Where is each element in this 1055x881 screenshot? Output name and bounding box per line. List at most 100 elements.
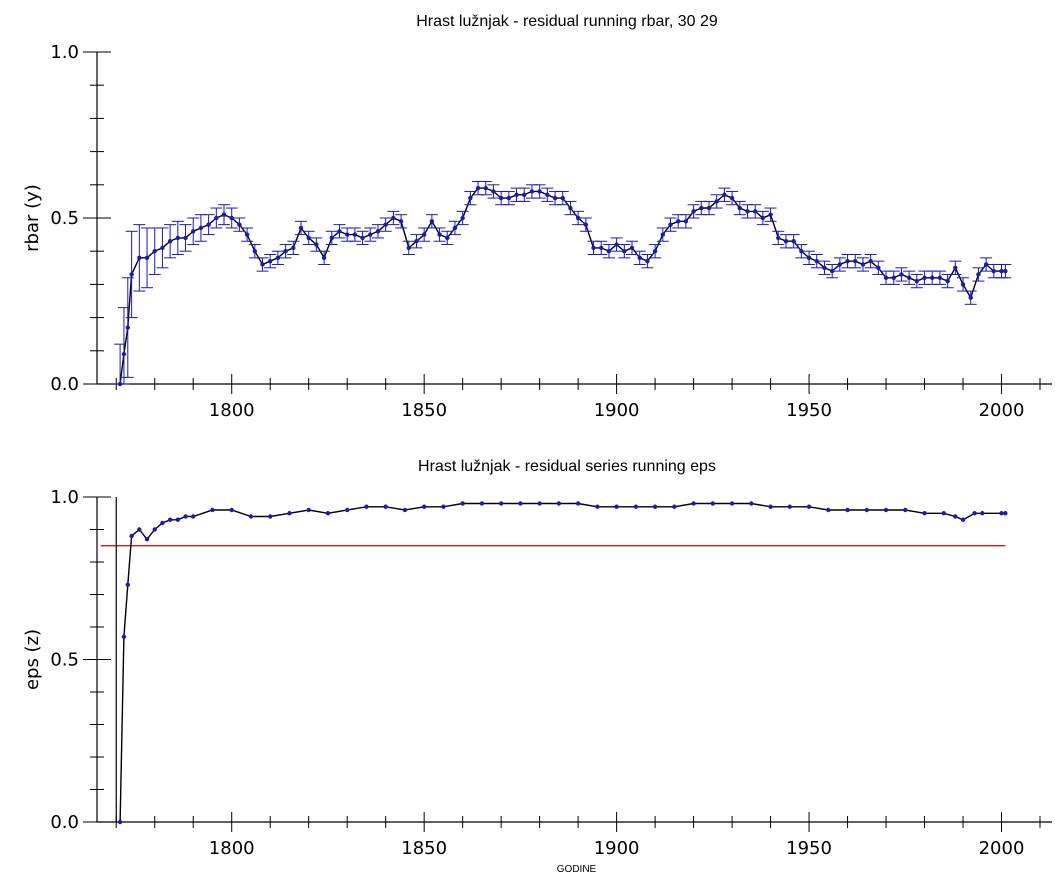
data-point bbox=[221, 212, 227, 217]
data-point bbox=[922, 275, 927, 280]
data-point bbox=[760, 215, 766, 221]
data-point bbox=[768, 212, 773, 217]
data-point bbox=[129, 533, 134, 539]
data-point bbox=[175, 517, 181, 522]
data-point bbox=[787, 504, 793, 509]
data-point bbox=[583, 222, 589, 227]
data-point bbox=[864, 507, 869, 513]
data-point bbox=[152, 249, 157, 254]
data-point bbox=[876, 265, 881, 270]
data-point bbox=[1003, 511, 1008, 516]
data-point bbox=[287, 511, 292, 516]
data-point bbox=[822, 265, 827, 270]
data-point bbox=[252, 249, 258, 254]
data-point bbox=[883, 275, 889, 280]
data-point bbox=[999, 511, 1004, 516]
data-point bbox=[710, 501, 716, 506]
x-tick-label: 1800 bbox=[209, 838, 255, 859]
data-point bbox=[829, 268, 835, 274]
data-point bbox=[960, 517, 966, 522]
chart-title: Hrast lužnjak - residual running rbar, 3… bbox=[416, 13, 718, 30]
data-point bbox=[117, 381, 123, 387]
data-point bbox=[383, 504, 388, 509]
data-point bbox=[980, 511, 985, 516]
data-point bbox=[691, 209, 696, 214]
data-point bbox=[137, 255, 142, 261]
data-point bbox=[968, 295, 973, 300]
data-point bbox=[614, 504, 619, 509]
data-point bbox=[244, 232, 250, 237]
data-point bbox=[791, 239, 796, 244]
data-point bbox=[206, 222, 211, 227]
data-point bbox=[552, 195, 558, 201]
data-point bbox=[479, 501, 485, 506]
y-tick-label: 0.0 bbox=[50, 374, 79, 395]
data-point bbox=[806, 255, 812, 261]
data-point bbox=[633, 504, 639, 509]
data-point bbox=[899, 272, 904, 277]
data-point bbox=[814, 258, 819, 264]
data-point bbox=[945, 278, 950, 284]
y-tick-label: 1.0 bbox=[50, 42, 79, 63]
data-point bbox=[144, 255, 150, 261]
data-point bbox=[903, 507, 908, 513]
data-point bbox=[429, 219, 435, 224]
data-point bbox=[575, 501, 581, 506]
data-point bbox=[160, 520, 165, 526]
data-point bbox=[652, 504, 658, 509]
data-point bbox=[745, 209, 750, 214]
data-point bbox=[483, 185, 488, 191]
x-tick-label: 2000 bbox=[979, 838, 1025, 859]
data-point bbox=[268, 514, 273, 519]
data-point bbox=[799, 249, 804, 254]
data-point bbox=[668, 222, 673, 227]
data-point bbox=[452, 225, 458, 231]
data-point bbox=[406, 245, 411, 251]
data-point bbox=[391, 215, 396, 221]
data-point bbox=[368, 232, 373, 237]
x-tick-label: 1850 bbox=[401, 838, 447, 859]
data-point bbox=[953, 514, 958, 519]
data-point bbox=[556, 501, 562, 506]
data-point bbox=[337, 229, 342, 234]
data-point bbox=[645, 258, 650, 264]
data-point bbox=[826, 507, 831, 513]
data-point bbox=[683, 219, 689, 224]
data-point bbox=[972, 511, 977, 516]
series-line bbox=[119, 502, 1006, 823]
data-point bbox=[660, 232, 665, 237]
data-point bbox=[914, 278, 920, 284]
data-point bbox=[491, 189, 496, 194]
data-point bbox=[167, 517, 173, 522]
data-point bbox=[152, 527, 157, 532]
data-point bbox=[999, 268, 1004, 274]
data-point bbox=[121, 351, 127, 357]
data-point bbox=[275, 255, 281, 261]
data-point bbox=[129, 272, 134, 277]
data-point bbox=[941, 511, 946, 516]
data-point bbox=[560, 195, 565, 201]
chart-title: Hrast lužnjak - residual series running … bbox=[418, 458, 716, 475]
data-point bbox=[614, 242, 619, 247]
data-point bbox=[606, 249, 612, 254]
data-point bbox=[976, 272, 981, 277]
series-line bbox=[119, 187, 1006, 385]
data-point bbox=[883, 507, 889, 513]
x-tick-label: 2000 bbox=[979, 400, 1025, 421]
data-point bbox=[460, 215, 465, 221]
data-point bbox=[599, 245, 604, 251]
data-point bbox=[729, 195, 735, 201]
data-point bbox=[460, 501, 465, 506]
data-point bbox=[776, 235, 781, 241]
data-point bbox=[853, 258, 858, 264]
data-point bbox=[344, 232, 350, 237]
data-point bbox=[652, 249, 658, 254]
data-point bbox=[402, 507, 408, 513]
data-point bbox=[210, 507, 215, 513]
data-point bbox=[191, 514, 196, 519]
data-point bbox=[306, 507, 311, 513]
data-point bbox=[506, 195, 512, 201]
data-point bbox=[749, 501, 754, 506]
data-point bbox=[445, 235, 450, 241]
data-point bbox=[498, 195, 504, 201]
